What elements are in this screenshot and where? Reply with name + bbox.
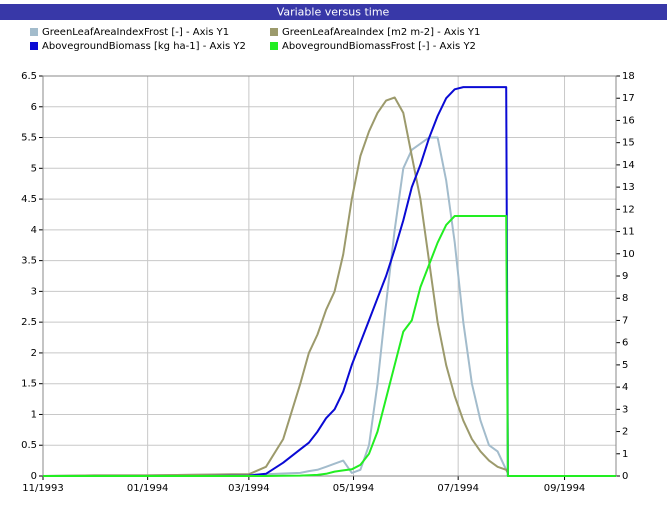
y2-tick-label: 11 <box>622 227 635 238</box>
chart-title: Variable versus time <box>277 6 390 19</box>
y2-tick-label: 5 <box>622 360 628 371</box>
y-tick-label: 4 <box>31 225 37 236</box>
y-tick-label: 4.5 <box>21 194 37 205</box>
y-tick-label: 5 <box>31 163 37 174</box>
x-tick-label: 05/1994 <box>333 483 375 494</box>
y2-tick-label: 18 <box>622 71 635 82</box>
series-line <box>43 86 616 477</box>
legend-swatch <box>270 28 278 36</box>
y-tick-label: 3 <box>31 286 37 297</box>
title-bar <box>0 4 667 20</box>
x-tick-label: 11/1993 <box>22 483 64 494</box>
legend-label: GreenLeafAreaIndex [m2 m-2] - Axis Y1 <box>282 27 480 38</box>
y-tick-label: 2 <box>31 348 37 359</box>
legend-label: AbovegroundBiomass [kg ha-1] - Axis Y2 <box>42 41 246 52</box>
y-tick-label: 6.5 <box>21 71 37 82</box>
series-line <box>42 96 509 477</box>
y2-tick-label: 6 <box>622 338 628 349</box>
plot-frame <box>42 75 617 477</box>
legend-swatch <box>270 42 278 50</box>
y-tick-label: 6 <box>31 102 37 113</box>
y-tick-label: 1.5 <box>21 379 37 390</box>
y-tick-label: 0.5 <box>21 440 37 451</box>
y2-tick-label: 17 <box>622 93 635 104</box>
legend-label: GreenLeafAreaIndexFrost [-] - Axis Y1 <box>42 27 229 38</box>
y2-tick-label: 9 <box>622 271 628 282</box>
y2-tick-label: 0 <box>622 471 628 482</box>
y-tick-label: 1 <box>31 409 37 420</box>
y2-tick-label: 15 <box>622 138 635 149</box>
legend-swatch <box>30 42 38 50</box>
y-tick-label: 2.5 <box>21 317 37 328</box>
x-tick-label: 09/1994 <box>544 483 586 494</box>
legend-label: AbovegroundBiomassFrost [-] - Axis Y2 <box>282 41 476 52</box>
y2-tick-label: 14 <box>622 160 635 171</box>
y2-tick-label: 10 <box>622 249 635 260</box>
y2-tick-label: 12 <box>622 204 635 215</box>
x-tick-label: 03/1994 <box>228 483 270 494</box>
y-tick-label: 0 <box>31 471 37 482</box>
legend-swatch <box>30 28 38 36</box>
y2-tick-label: 8 <box>622 293 628 304</box>
x-tick-label: 07/1994 <box>437 483 479 494</box>
y2-tick-label: 1 <box>622 449 628 460</box>
y2-tick-label: 2 <box>622 427 628 438</box>
y2-tick-label: 3 <box>622 404 628 415</box>
x-tick-label: 01/1994 <box>127 483 169 494</box>
series-line <box>43 215 616 477</box>
y-tick-label: 5.5 <box>21 133 37 144</box>
y2-tick-label: 16 <box>622 115 635 126</box>
y2-tick-label: 7 <box>622 315 628 326</box>
y-tick-label: 3.5 <box>21 256 37 267</box>
y2-tick-label: 13 <box>622 182 635 193</box>
y2-tick-label: 4 <box>622 382 628 393</box>
